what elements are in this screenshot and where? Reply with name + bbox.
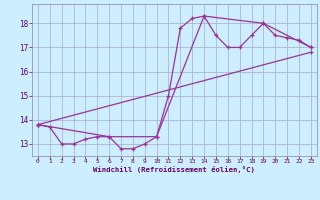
X-axis label: Windchill (Refroidissement éolien,°C): Windchill (Refroidissement éolien,°C) (93, 166, 255, 173)
